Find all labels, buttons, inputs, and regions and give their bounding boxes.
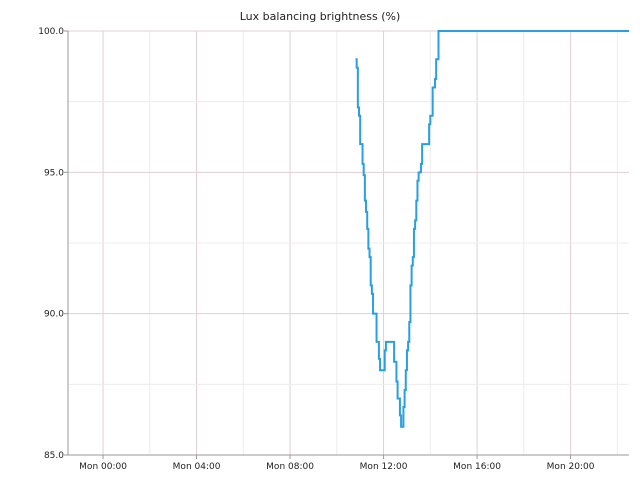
chart-title: Lux balancing brightness (%) (240, 10, 401, 23)
x-tick-label: Mon 00:00 (79, 462, 127, 472)
series-layer (355, 30, 629, 428)
x-axis-ticks: Mon 00:00 Mon 04:00 Mon 08:00 Mon 12:00 Mon … (79, 455, 595, 472)
y-tick-label: 95.0 (44, 168, 64, 178)
y-tick-label: 85.0 (44, 451, 64, 461)
x-tick-label: Mon 08:00 (266, 462, 314, 472)
x-tick-label: Mon 04:00 (173, 462, 221, 472)
y-tick-label: 100.0 (38, 27, 64, 37)
y-tick-label: 90.0 (44, 310, 64, 320)
grid (68, 30, 629, 456)
x-tick-label: Mon 12:00 (360, 462, 408, 472)
x-tick-label: Mon 16:00 (453, 462, 501, 472)
y-axis-ticks: 85.0 90.0 95.0 100.0 (38, 27, 68, 461)
x-tick-label: Mon 20:00 (547, 462, 595, 472)
series-line-0 (355, 30, 629, 428)
axes (67, 31, 629, 456)
